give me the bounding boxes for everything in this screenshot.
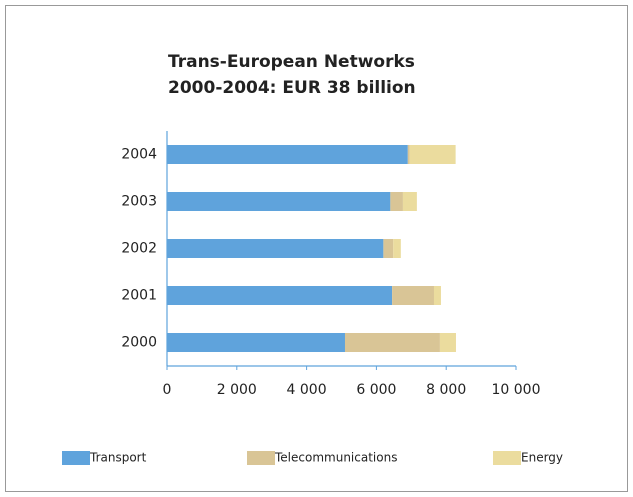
bar-segment xyxy=(167,239,384,258)
y-tick-label: 2000 xyxy=(121,335,157,351)
bar-segment xyxy=(167,333,345,352)
frame xyxy=(5,5,628,492)
bar-segment xyxy=(393,239,401,258)
x-tick-label: 6 000 xyxy=(356,382,396,398)
bar-segment xyxy=(167,145,408,164)
legend-swatch xyxy=(247,451,275,465)
y-tick-label: 2001 xyxy=(121,288,157,304)
legend-label: Energy xyxy=(521,451,563,465)
y-tick-label: 2004 xyxy=(121,147,157,163)
bar-segment xyxy=(390,192,403,211)
legend-swatch xyxy=(493,451,521,465)
bar-segment xyxy=(167,286,393,305)
bar-segment xyxy=(392,286,434,305)
bar-segment xyxy=(402,192,417,211)
x-tick-label: 0 xyxy=(163,382,172,398)
legend-swatch xyxy=(62,451,90,465)
bar-segment xyxy=(167,192,391,211)
x-tick-label: 4 000 xyxy=(287,382,327,398)
bar-segment xyxy=(383,239,394,258)
bar-segment xyxy=(344,333,440,352)
legend-label: Telecommunications xyxy=(274,451,397,465)
x-tick-label: 2 000 xyxy=(217,382,257,398)
x-tick-label: 8 000 xyxy=(426,382,466,398)
y-tick-label: 2003 xyxy=(121,194,157,210)
chart-title: Trans-European Networks xyxy=(168,52,415,72)
bar-segment xyxy=(407,145,410,164)
legend-label: Transport xyxy=(89,451,147,465)
bar-segment xyxy=(409,145,456,164)
x-tick-label: 10 000 xyxy=(492,382,541,398)
bar-segment xyxy=(433,286,441,305)
bar-segment xyxy=(439,333,456,352)
y-tick-label: 2002 xyxy=(121,241,157,257)
chart-subtitle: 2000-2004: EUR 38 billion xyxy=(168,78,416,98)
